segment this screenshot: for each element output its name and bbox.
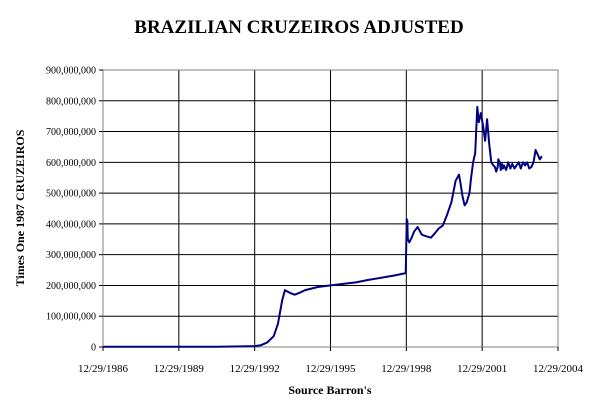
y-tick-label: 100,000,000 <box>46 312 96 323</box>
x-tick-label: 12/29/1986 <box>78 363 129 375</box>
y-axis-ticks: 0 100,000,000 200,000,000 300,000,000 400,00… <box>46 66 103 354</box>
series-line <box>103 105 543 348</box>
x-tick-label: 12/29/1992 <box>230 363 280 375</box>
y-tick-label: 800,000,000 <box>46 96 96 107</box>
x-tick-label: 12/29/1989 <box>154 363 205 375</box>
y-tick-label: 300,000,000 <box>46 250 96 261</box>
y-tick-label: 500,000,000 <box>46 189 96 200</box>
y-tick-label: 900,000,000 <box>46 66 96 77</box>
y-tick-label: 700,000,000 <box>46 127 96 138</box>
grid-lines <box>103 70 558 347</box>
y-tick-label: 0 <box>91 343 96 354</box>
x-tick-label: 12/29/1995 <box>305 363 356 375</box>
y-axis-label: Times One 1987 CRUZEIROS <box>13 129 27 286</box>
x-tick-label: 12/29/2004 <box>533 363 584 375</box>
chart-title: BRAZILIAN CRUZEIROS ADJUSTED <box>134 17 463 38</box>
x-tick-label: 12/29/2001 <box>457 363 507 375</box>
x-axis-label: Source Barron's <box>288 383 372 397</box>
y-tick-label: 200,000,000 <box>46 281 96 292</box>
x-tick-label: 12/29/1998 <box>381 363 432 375</box>
y-tick-label: 600,000,000 <box>46 158 96 169</box>
y-tick-label: 400,000,000 <box>46 219 96 230</box>
x-axis-ticks: 12/29/1986 12/29/1989 12/29/1992 12/29/1995… <box>78 347 584 375</box>
